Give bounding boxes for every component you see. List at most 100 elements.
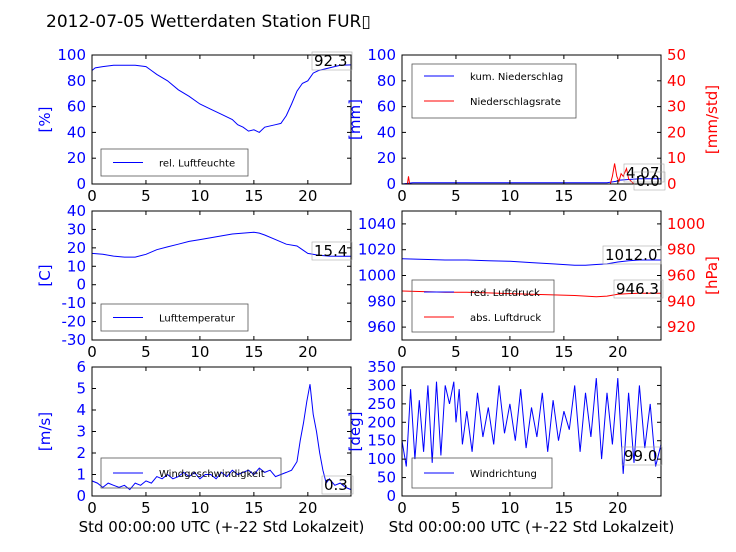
legend-box	[100, 457, 282, 489]
x-axis-label: Std 00:00:00 UTC (+-22 Std Lokalzeit)	[79, 518, 365, 536]
y-tick-label: 0	[386, 487, 396, 505]
x-tick-label: 10	[500, 499, 519, 517]
y2-tick-label: 50	[667, 46, 686, 64]
legend-entry: rel. Luftfeuchte	[159, 159, 235, 170]
y-tick-label: 1	[76, 466, 86, 484]
legend-box	[411, 63, 577, 119]
x-tick-label: 5	[451, 343, 461, 361]
x-tick-label: 20	[608, 499, 627, 517]
page-title: 2012-07-05 Wetterdaten Station FUR▯	[46, 12, 371, 32]
series-line-windrichtung	[402, 378, 661, 474]
y-tick-label: 0	[76, 175, 86, 193]
x-tick-label: 20	[608, 343, 627, 361]
y-tick-label: 40	[67, 123, 86, 141]
y-tick-label: 1040	[358, 215, 396, 233]
x-tick-label: 15	[244, 499, 263, 517]
legend-entry: Windgeschwindigkeit	[159, 469, 265, 480]
x-tick-label: 10	[190, 499, 209, 517]
y-tick-label: 5	[76, 380, 86, 398]
y-tick-label: 200	[367, 413, 396, 431]
y-tick-label: 0	[76, 487, 86, 505]
y-tick-label: 20	[67, 149, 86, 167]
legend-entry: abs. Luftdruck	[470, 313, 541, 324]
x-tick-label: 10	[190, 187, 209, 205]
y-tick-label: -20	[62, 313, 87, 331]
y-tick-label: 10	[67, 257, 86, 275]
y-axis-label: [C]	[36, 264, 54, 286]
x-axis-label: Std 00:00:00 UTC (+-22 Std Lokalzeit)	[389, 518, 675, 536]
y-tick-label: 2	[76, 444, 86, 462]
x-tick-label: 0	[397, 187, 407, 205]
y-axis-label: [m/s]	[36, 412, 54, 451]
y-tick-label: 20	[67, 239, 86, 257]
x-tick-label: 15	[554, 343, 573, 361]
series-line-niederschlagsrate	[402, 163, 661, 184]
y2-tick-label: 0	[667, 175, 677, 193]
x-tick-label: 20	[298, 499, 317, 517]
y2-tick-label: 980	[667, 241, 696, 259]
value-annotation: 1012.0	[605, 246, 658, 264]
x-tick-label: 0	[87, 499, 97, 517]
annotation-box	[311, 241, 353, 261]
legend-box	[100, 303, 249, 332]
x-tick-label: 5	[141, 499, 151, 517]
y-tick-label: 60	[377, 98, 396, 116]
value-annotation: 99.0	[624, 447, 657, 465]
y-tick-label: 30	[67, 220, 86, 238]
y2-tick-label: 10	[667, 149, 686, 167]
y-tick-label: 150	[367, 432, 396, 450]
axes-frame	[401, 54, 662, 185]
legend-box	[100, 148, 249, 177]
value-annotation: 946.3	[616, 280, 659, 298]
y-tick-label: 40	[377, 123, 396, 141]
y-tick-label: 0	[386, 175, 396, 193]
chart-panel-1: 0 5 10 15 20 0 20 40 60 80 100 [%] rel. Luftfeuchte 9…	[36, 46, 353, 205]
y-tick-label: 20	[377, 149, 396, 167]
y-tick-label: 80	[377, 72, 396, 90]
annotation-box	[621, 446, 663, 466]
y2-tick-label: 40	[667, 72, 686, 90]
x-tick-label: 10	[500, 187, 519, 205]
annotation-box	[613, 279, 664, 299]
y-tick-label: 350	[367, 358, 396, 376]
annotation-box	[311, 51, 353, 71]
legend-box	[411, 279, 555, 333]
legend-box	[411, 457, 553, 489]
y2-tick-label: 1000	[667, 215, 705, 233]
y-tick-label: 100	[367, 46, 396, 64]
x-tick-label: 20	[608, 187, 627, 205]
y-axis-label: [mm]	[346, 99, 364, 140]
y-tick-label: 960	[367, 318, 396, 336]
x-tick-label: 5	[141, 343, 151, 361]
x-tick-label: 5	[141, 187, 151, 205]
x-tick-label: 0	[397, 343, 407, 361]
value-annotation: 92.3	[314, 52, 347, 70]
series-line-kum-niederschlag	[402, 178, 661, 184]
x-tick-label: 0	[87, 187, 97, 205]
annotation-box	[623, 163, 665, 183]
y-tick-label: -30	[62, 331, 87, 349]
series-line-abs-luftdruck	[402, 290, 661, 298]
x-tick-label: 10	[500, 343, 519, 361]
x-tick-label: 10	[190, 343, 209, 361]
x-tick-label: 15	[554, 187, 573, 205]
axes-frame	[91, 54, 352, 185]
y-tick-label: 1000	[358, 267, 396, 285]
y-tick-label: 250	[367, 395, 396, 413]
y2-tick-label: 940	[667, 292, 696, 310]
x-tick-label: 0	[397, 499, 407, 517]
x-tick-label: 15	[244, 187, 263, 205]
x-tick-label: 20	[298, 343, 317, 361]
y-tick-label: 80	[67, 72, 86, 90]
series-line-rel-luftfeuchte	[92, 64, 351, 134]
y-tick-label: 100	[367, 450, 396, 468]
x-tick-label: 15	[554, 499, 573, 517]
x-tick-label: 0	[87, 343, 97, 361]
x-tick-label: 5	[451, 187, 461, 205]
y-axis-label: [%]	[36, 107, 54, 133]
y-tick-label: 4	[76, 401, 86, 419]
annotation-box	[321, 475, 354, 495]
y2-tick-label: 920	[667, 318, 696, 336]
